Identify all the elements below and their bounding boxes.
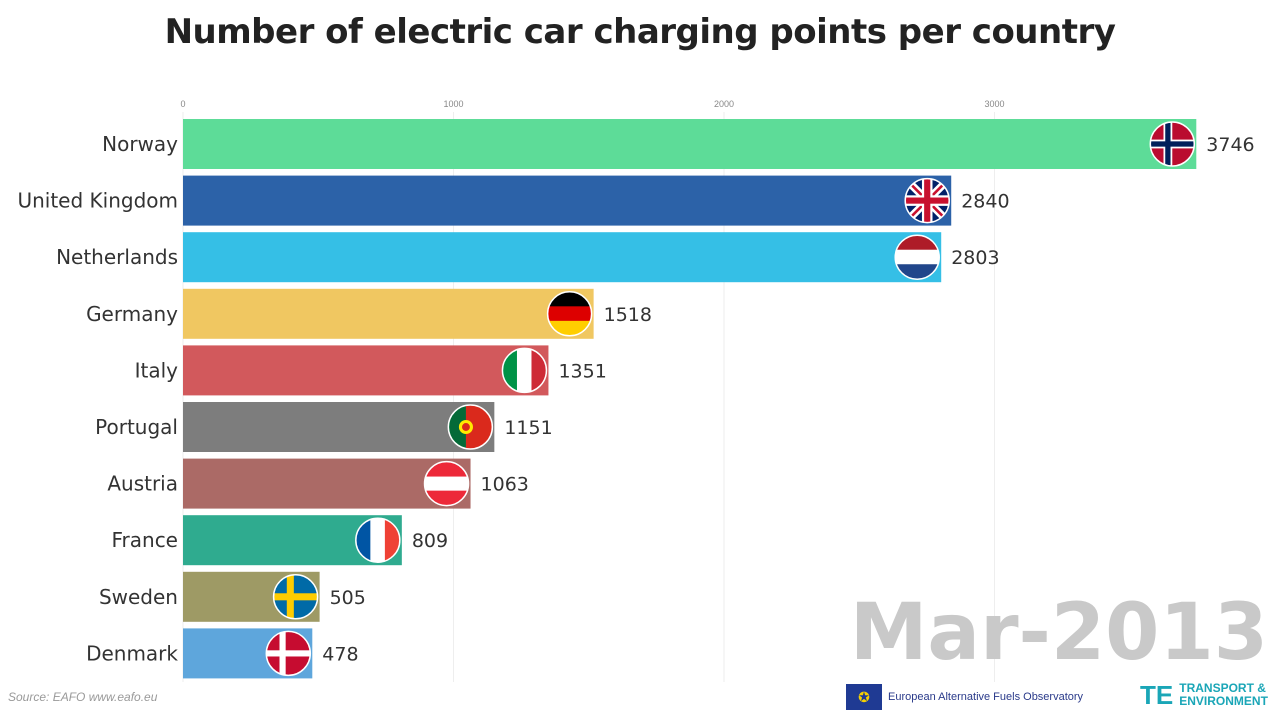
bar-row: Netherlands 2803 xyxy=(56,232,1000,283)
bar-row: France 809 xyxy=(111,515,448,566)
uk-flag-icon xyxy=(905,178,950,223)
value-label: 2803 xyxy=(951,247,999,269)
te-logo: TE TRANSPORT & ENVIRONMENT xyxy=(1140,682,1268,708)
value-label: 1151 xyxy=(504,417,552,439)
category-label: Netherlands xyxy=(56,245,178,269)
bar-row: Denmark 478 xyxy=(86,628,359,679)
te-mark-icon: TE xyxy=(1140,679,1174,710)
value-label: 809 xyxy=(412,530,448,552)
category-label: France xyxy=(111,528,178,552)
period-label: Mar-2013 xyxy=(849,588,1268,678)
te-line2: ENVIRONMENT xyxy=(1179,694,1268,708)
category-label: Sweden xyxy=(99,585,178,609)
value-label: 505 xyxy=(330,587,366,609)
x-tick-label: 0 xyxy=(180,99,185,109)
bar-row: Austria 1063 xyxy=(107,458,529,509)
bar xyxy=(183,175,952,226)
bar xyxy=(183,232,942,283)
eafo-text: European Alternative Fuels Observatory xyxy=(888,691,1084,703)
austria-flag-icon xyxy=(424,461,469,506)
category-label: Norway xyxy=(102,132,178,156)
value-label: 478 xyxy=(322,643,358,665)
bar xyxy=(183,288,594,339)
bar-row: Portugal 1151 xyxy=(95,402,553,452)
x-tick-label: 1000 xyxy=(443,99,463,109)
value-label: 3746 xyxy=(1206,134,1254,156)
eu-flag-icon: ✪ xyxy=(846,684,882,710)
value-label: 2840 xyxy=(961,191,1009,213)
sweden-flag-icon xyxy=(273,574,318,619)
category-label: Italy xyxy=(135,358,179,382)
category-label: Germany xyxy=(86,302,178,326)
chart-title: Number of electric car charging points p… xyxy=(164,12,1116,52)
bar-row: Sweden 505 xyxy=(99,571,366,622)
value-label: 1518 xyxy=(604,304,652,326)
x-tick-label: 3000 xyxy=(984,99,1004,109)
category-label: Austria xyxy=(107,472,178,496)
category-label: United Kingdom xyxy=(17,189,178,213)
bar xyxy=(183,458,471,509)
eafo-logo: ✪ European Alternative Fuels Observatory xyxy=(846,684,1083,710)
value-label: 1351 xyxy=(558,360,606,382)
denmark-flag-icon xyxy=(266,631,311,676)
norway-flag-icon xyxy=(1150,122,1195,166)
te-line1: TRANSPORT & xyxy=(1179,681,1266,695)
x-tick-label: 2000 xyxy=(714,99,734,109)
bar-row: Germany 1518 xyxy=(86,288,652,339)
bar-row: United Kingdom 2840 xyxy=(17,175,1010,226)
bar xyxy=(183,345,549,396)
category-label: Portugal xyxy=(95,415,178,439)
bar-row: Norway 3746 xyxy=(102,119,1255,169)
value-label: 1063 xyxy=(481,474,529,496)
bar xyxy=(183,402,495,452)
source-note: Source: EAFO www.eafo.eu xyxy=(8,690,158,704)
bar-row: Italy 1351 xyxy=(135,345,607,396)
bar xyxy=(183,119,1197,169)
category-label: Denmark xyxy=(86,641,178,665)
